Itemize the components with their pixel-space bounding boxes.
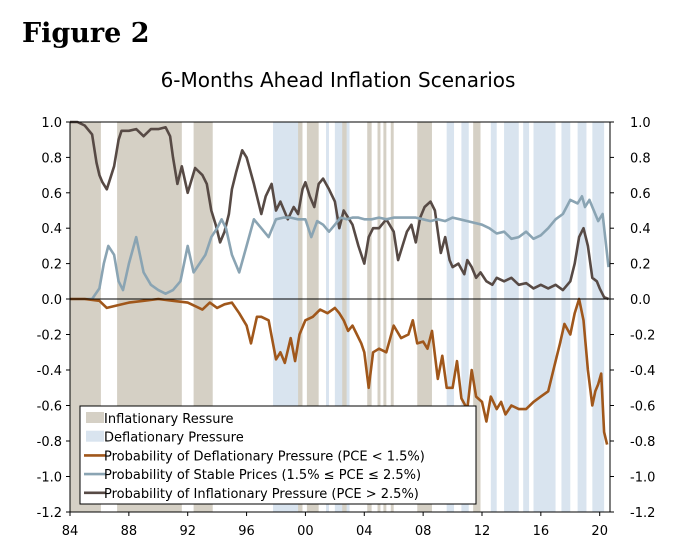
legend-box: [79, 405, 477, 505]
deflationary-band-8: [533, 122, 556, 512]
x-tick-label-2: 92: [179, 524, 196, 539]
x-tick-label-3: 96: [238, 524, 255, 539]
legend-label-1: Deflationary Pressure: [104, 431, 244, 446]
inflationary-band-6: [367, 122, 372, 512]
bottom-y-label-left-0: -0.2: [37, 329, 62, 344]
x-tick-label-1: 88: [121, 524, 138, 539]
bottom-y-label-right-3: -0.8: [630, 435, 655, 450]
top-y-label-left-1: 0.8: [41, 151, 62, 166]
legend-label-3: Probability of Stable Prices (1.5% ≤ PCE…: [104, 468, 421, 483]
bottom-y-label-left-2: -0.6: [37, 400, 62, 415]
deflationary-band-4: [461, 122, 469, 512]
figure-label: Figure 2: [22, 18, 150, 49]
bottom-y-label-right-5: -1.2: [630, 506, 655, 521]
x-tick-label-4: 00: [297, 524, 314, 539]
bottom-y-label-right-0: -0.2: [630, 329, 655, 344]
inflationary-band-7: [377, 122, 381, 512]
top-y-label-right-0: 1.0: [630, 116, 651, 131]
inflationary-band-11: [473, 122, 481, 512]
x-tick-label-9: 20: [591, 524, 608, 539]
legend-swatch-1: [86, 430, 104, 442]
top-y-label-left-2: 0.6: [41, 187, 62, 202]
legend-swatch-0: [86, 412, 104, 423]
deflationary-band-6: [504, 122, 519, 512]
bottom-y-label-left-5: -1.2: [37, 506, 62, 521]
deflationary-band-7: [523, 122, 530, 512]
legend-label-2: Probability of Deflationary Pressure (PC…: [104, 449, 425, 464]
top-y-label-right-4: 0.2: [630, 258, 651, 273]
top-y-label-left-3: 0.4: [41, 222, 62, 237]
bottom-y-label-right-2: -0.6: [630, 400, 655, 415]
top-y-label-right-5: 0.0: [630, 293, 651, 308]
x-tick-label-7: 12: [474, 524, 491, 539]
top-y-label-right-1: 0.8: [630, 151, 651, 166]
bottom-y-label-left-4: -1.0: [37, 471, 62, 486]
inflationary-band-8: [383, 122, 387, 512]
plot-frame: [69, 121, 611, 513]
inflationary-band-5: [342, 122, 347, 512]
deflationary-band-11: [592, 122, 605, 512]
series-line-1: [70, 195, 610, 301]
bottom-y-label-right-4: -1.0: [630, 471, 655, 486]
top-y-label-right-2: 0.6: [630, 187, 651, 202]
bottom-y-label-right-1: -0.4: [630, 364, 655, 379]
legend-label-0: Inflationary Ressure: [104, 412, 234, 427]
top-y-label-right-3: 0.4: [630, 222, 651, 237]
top-y-label-left-5: 0.0: [41, 293, 62, 308]
deflationary-band-9: [561, 122, 571, 512]
deflationary-band-1: [326, 122, 329, 512]
top-y-label-left-0: 1.0: [41, 116, 62, 131]
deflationary-band-3: [446, 122, 455, 512]
chart-title: 6-Months Ahead Inflation Scenarios: [160, 68, 516, 92]
top-y-label-left-4: 0.2: [41, 258, 62, 273]
bottom-y-label-left-1: -0.4: [37, 364, 62, 379]
deflationary-band-5: [490, 122, 497, 512]
x-tick-label-8: 16: [533, 524, 550, 539]
inflationary-band-9: [390, 122, 394, 512]
x-tick-label-6: 08: [415, 524, 432, 539]
x-tick-label-0: 84: [62, 524, 79, 539]
legend-label-4: Probability of Inflationary Pressure (PC…: [104, 487, 419, 502]
series-line-2: [70, 297, 609, 445]
x-tick-label-5: 04: [356, 524, 373, 539]
bottom-y-label-left-3: -0.8: [37, 435, 62, 450]
series-line-0: [70, 120, 609, 301]
inflationary-band-3: [298, 122, 303, 512]
